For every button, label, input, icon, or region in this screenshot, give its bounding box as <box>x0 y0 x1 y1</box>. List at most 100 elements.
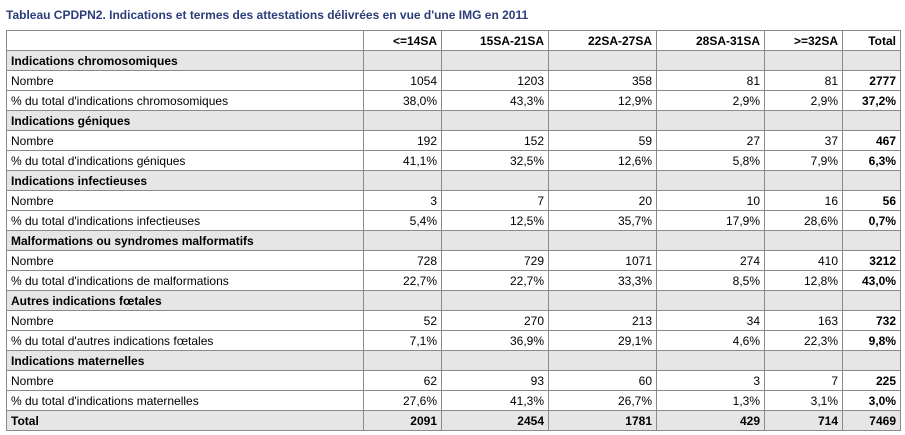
grand-total-row: Total 2091 2454 1781 429 714 7469 <box>6 410 901 431</box>
data-cell: 52 <box>363 310 442 331</box>
data-cell: 7,9% <box>764 150 843 171</box>
grand-total-value: 7469 <box>842 410 901 431</box>
data-cell: 12,5% <box>441 210 549 231</box>
data-cell: 1,3% <box>656 390 765 411</box>
section-heading-cell <box>656 230 765 251</box>
section-heading: Indications géniques <box>6 110 364 131</box>
section-heading-cell <box>441 350 549 371</box>
table-title: Tableau CPDPN2. Indications et termes de… <box>6 8 529 22</box>
table-row: Nombre 3 7 20 10 16 56 <box>6 190 901 211</box>
data-cell: 27,6% <box>363 390 442 411</box>
data-cell: 41,3% <box>441 390 549 411</box>
row-total: 225 <box>842 370 901 391</box>
section-heading-cell <box>363 350 442 371</box>
data-cell: 728 <box>363 250 442 271</box>
data-cell: 10 <box>656 190 765 211</box>
data-cell: 2,9% <box>656 90 765 111</box>
data-cell: 5,4% <box>363 210 442 231</box>
data-cell: 81 <box>764 70 843 91</box>
grand-total-cell: 2454 <box>441 410 549 431</box>
data-cell: 1203 <box>441 70 549 91</box>
column-header: 28SA-31SA <box>656 30 765 51</box>
row-label: Nombre <box>6 190 364 211</box>
data-cell: 213 <box>548 310 657 331</box>
row-label: % du total d'indications infectieuses <box>6 210 364 231</box>
data-cell: 37 <box>764 130 843 151</box>
data-cell: 270 <box>441 310 549 331</box>
section-heading-cell <box>441 50 549 71</box>
table-row: Nombre 62 93 60 3 7 225 <box>6 370 901 391</box>
row-total: 467 <box>842 130 901 151</box>
section-heading-row: Indications chromosomiques <box>6 50 901 71</box>
data-cell: 43,3% <box>441 90 549 111</box>
table-row: % du total d'indications maternelles 27,6… <box>6 390 901 411</box>
grand-total-cell: 429 <box>656 410 765 431</box>
data-cell: 20 <box>548 190 657 211</box>
data-cell: 163 <box>764 310 843 331</box>
data-cell: 60 <box>548 370 657 391</box>
column-header: <=14SA <box>363 30 442 51</box>
section-heading-cell <box>842 170 901 191</box>
table-row: % du total d'indications de malformation… <box>6 270 901 291</box>
section-heading: Indications chromosomiques <box>6 50 364 71</box>
row-label: % du total d'indications chromosomiques <box>6 90 364 111</box>
row-total: 3212 <box>842 250 901 271</box>
data-cell: 59 <box>548 130 657 151</box>
section-heading-row: Autres indications fœtales <box>6 290 901 311</box>
section-heading-cell <box>842 350 901 371</box>
row-label: Nombre <box>6 130 364 151</box>
section-heading-cell <box>764 110 843 131</box>
data-cell: 3,1% <box>764 390 843 411</box>
data-cell: 38,0% <box>363 90 442 111</box>
section-heading-cell <box>548 50 657 71</box>
section-heading-cell <box>548 230 657 251</box>
section-heading-cell <box>363 170 442 191</box>
section-heading-cell <box>656 170 765 191</box>
section-heading-row: Indications géniques <box>6 110 901 131</box>
section-heading-cell <box>441 110 549 131</box>
section-heading-cell <box>842 50 901 71</box>
table-row: % du total d'indications chromosomiques 3… <box>6 90 901 111</box>
data-cell: 1071 <box>548 250 657 271</box>
data-cell: 12,6% <box>548 150 657 171</box>
row-label: Nombre <box>6 70 364 91</box>
data-cell: 3 <box>363 190 442 211</box>
data-cell: 22,7% <box>441 270 549 291</box>
section-heading-cell <box>656 50 765 71</box>
data-cell: 5,8% <box>656 150 765 171</box>
row-total: 43,0% <box>842 270 901 291</box>
column-header: 22SA-27SA <box>548 30 657 51</box>
section-heading-row: Indications infectieuses <box>6 170 901 191</box>
section-heading: Indications infectieuses <box>6 170 364 191</box>
data-cell: 22,7% <box>363 270 442 291</box>
section-heading-cell <box>548 290 657 311</box>
row-total: 2777 <box>842 70 901 91</box>
section-heading-cell <box>764 170 843 191</box>
data-cell: 1054 <box>363 70 442 91</box>
data-cell: 35,7% <box>548 210 657 231</box>
table-row: Nombre 728 729 1071 274 410 3212 <box>6 250 901 271</box>
section-heading-cell <box>363 230 442 251</box>
grand-total-cell: 714 <box>764 410 843 431</box>
data-cell: 3 <box>656 370 765 391</box>
grand-total-cell: 1781 <box>548 410 657 431</box>
row-total: 56 <box>842 190 901 211</box>
section-heading-row: Indications maternelles <box>6 350 901 371</box>
section-heading-cell <box>441 290 549 311</box>
data-cell: 12,9% <box>548 90 657 111</box>
section-heading-cell <box>842 230 901 251</box>
section-heading-cell <box>764 290 843 311</box>
section-heading-cell <box>441 170 549 191</box>
data-cell: 12,8% <box>764 270 843 291</box>
table-row: Nombre 52 270 213 34 163 732 <box>6 310 901 331</box>
data-cell: 34 <box>656 310 765 331</box>
table-row: Nombre 1054 1203 358 81 81 2777 <box>6 70 901 91</box>
section-heading-cell <box>363 110 442 131</box>
row-total: 6,3% <box>842 150 901 171</box>
data-cell: 93 <box>441 370 549 391</box>
section-heading-cell <box>441 230 549 251</box>
row-total: 37,2% <box>842 90 901 111</box>
column-header: >=32SA <box>764 30 843 51</box>
section-heading-cell <box>656 350 765 371</box>
table-row: Nombre 192 152 59 27 37 467 <box>6 130 901 151</box>
